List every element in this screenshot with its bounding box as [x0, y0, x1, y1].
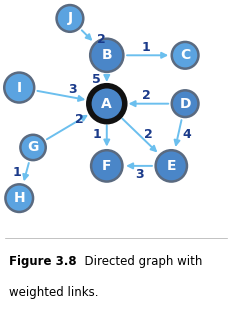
- Circle shape: [171, 90, 198, 117]
- Circle shape: [5, 184, 33, 212]
- Text: J: J: [67, 12, 72, 25]
- Text: 2: 2: [141, 89, 150, 102]
- Text: E: E: [166, 159, 175, 173]
- Text: 2: 2: [74, 113, 83, 126]
- Text: 5: 5: [92, 73, 100, 86]
- Text: 1: 1: [141, 41, 150, 54]
- Circle shape: [90, 39, 123, 72]
- Text: F: F: [102, 159, 111, 173]
- Circle shape: [155, 150, 186, 181]
- Text: 3: 3: [134, 168, 143, 181]
- Text: C: C: [179, 48, 189, 62]
- Text: Directed graph with: Directed graph with: [76, 255, 201, 268]
- Text: weighted links.: weighted links.: [9, 286, 98, 299]
- Text: 2: 2: [143, 128, 152, 141]
- Text: 2: 2: [96, 33, 105, 46]
- Text: G: G: [27, 140, 39, 155]
- Circle shape: [171, 42, 198, 69]
- Text: 1: 1: [92, 128, 101, 141]
- Text: I: I: [17, 81, 22, 94]
- Circle shape: [88, 86, 124, 122]
- Circle shape: [4, 73, 34, 102]
- Circle shape: [91, 150, 122, 181]
- Text: A: A: [101, 97, 112, 111]
- Text: B: B: [101, 48, 112, 62]
- Text: 3: 3: [68, 83, 76, 96]
- Text: Figure 3.8: Figure 3.8: [9, 255, 76, 268]
- Circle shape: [20, 135, 46, 160]
- Text: 1: 1: [13, 166, 22, 179]
- Circle shape: [56, 5, 83, 32]
- Text: H: H: [13, 191, 25, 205]
- Text: D: D: [179, 97, 190, 111]
- Text: 4: 4: [182, 128, 191, 141]
